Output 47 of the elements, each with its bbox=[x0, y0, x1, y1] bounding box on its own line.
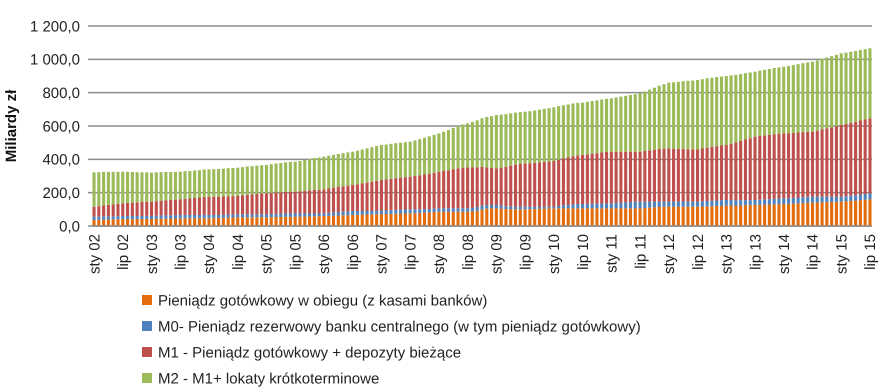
x-tick-label: lip 13 bbox=[747, 234, 764, 270]
y-tick-label: 600,0 bbox=[42, 118, 80, 136]
bar bbox=[868, 199, 872, 226]
x-tick-label: lip 14 bbox=[804, 234, 822, 270]
x-tick-label: sty 04 bbox=[201, 234, 218, 274]
x-tick-label: sty 11 bbox=[604, 234, 621, 273]
x-tick-label: lip 05 bbox=[287, 234, 304, 270]
bar bbox=[92, 172, 96, 207]
x-tick-label: sty 07 bbox=[374, 234, 391, 274]
y-tick-label: 1 000,0 bbox=[30, 52, 80, 69]
x-tick-label: lip 03 bbox=[172, 234, 190, 270]
x-tick-label: sty 05 bbox=[258, 234, 276, 274]
x-tick-label: lip 15 bbox=[862, 234, 880, 270]
x-tick-label: sty 12 bbox=[661, 234, 678, 274]
x-tick-label: lip 02 bbox=[115, 234, 132, 270]
y-tick-label: 400,0 bbox=[42, 152, 80, 169]
legend-label: M2 - M1+ lokaty krótkoterminowe bbox=[158, 370, 380, 388]
legend-label: M1 - Pieniądz gotówkowy + depozyty bieżące bbox=[158, 344, 462, 362]
x-tick-label: sty 10 bbox=[546, 234, 564, 274]
y-axis-title: Miliardy zł bbox=[3, 88, 20, 162]
bar bbox=[868, 193, 872, 200]
bar bbox=[868, 48, 872, 118]
x-tick-label: sty 02 bbox=[86, 234, 104, 274]
bar bbox=[92, 216, 96, 220]
x-tick-label: lip 08 bbox=[460, 234, 477, 270]
x-tick-label: sty 09 bbox=[488, 234, 506, 274]
x-tick-label: lip 12 bbox=[690, 234, 707, 270]
x-tick-label: sty 13 bbox=[718, 234, 736, 274]
x-tick-label: lip 11 bbox=[632, 234, 650, 269]
y-tick-label: 800,0 bbox=[42, 84, 80, 102]
x-tick-label: lip 06 bbox=[344, 234, 362, 270]
legend-label: M0- Pieniądz rezerwowy banku centralnego (w tym pieniądz gotówkowy) bbox=[158, 318, 641, 336]
y-tick-label: 0,0 bbox=[59, 218, 80, 236]
x-tick-label: sty 03 bbox=[144, 234, 161, 274]
legend-label: Pieniądz gotówkowy w obiegu (z kasami banków) bbox=[158, 292, 488, 310]
bar bbox=[868, 118, 872, 194]
bar bbox=[92, 206, 96, 217]
x-tick-label: sty 14 bbox=[776, 234, 793, 274]
x-tick-label: sty 15 bbox=[833, 234, 850, 274]
x-tick-label: sty 08 bbox=[431, 234, 448, 274]
y-tick-label: 200,0 bbox=[42, 184, 80, 202]
x-tick-label: lip 09 bbox=[517, 234, 534, 270]
y-tick-label: 1 200,0 bbox=[30, 18, 80, 36]
x-tick-label: sty 06 bbox=[316, 234, 334, 274]
x-tick-label: lip 04 bbox=[230, 234, 247, 270]
x-tick-label: lip 07 bbox=[402, 234, 420, 270]
x-tick-label: lip 10 bbox=[574, 234, 592, 270]
